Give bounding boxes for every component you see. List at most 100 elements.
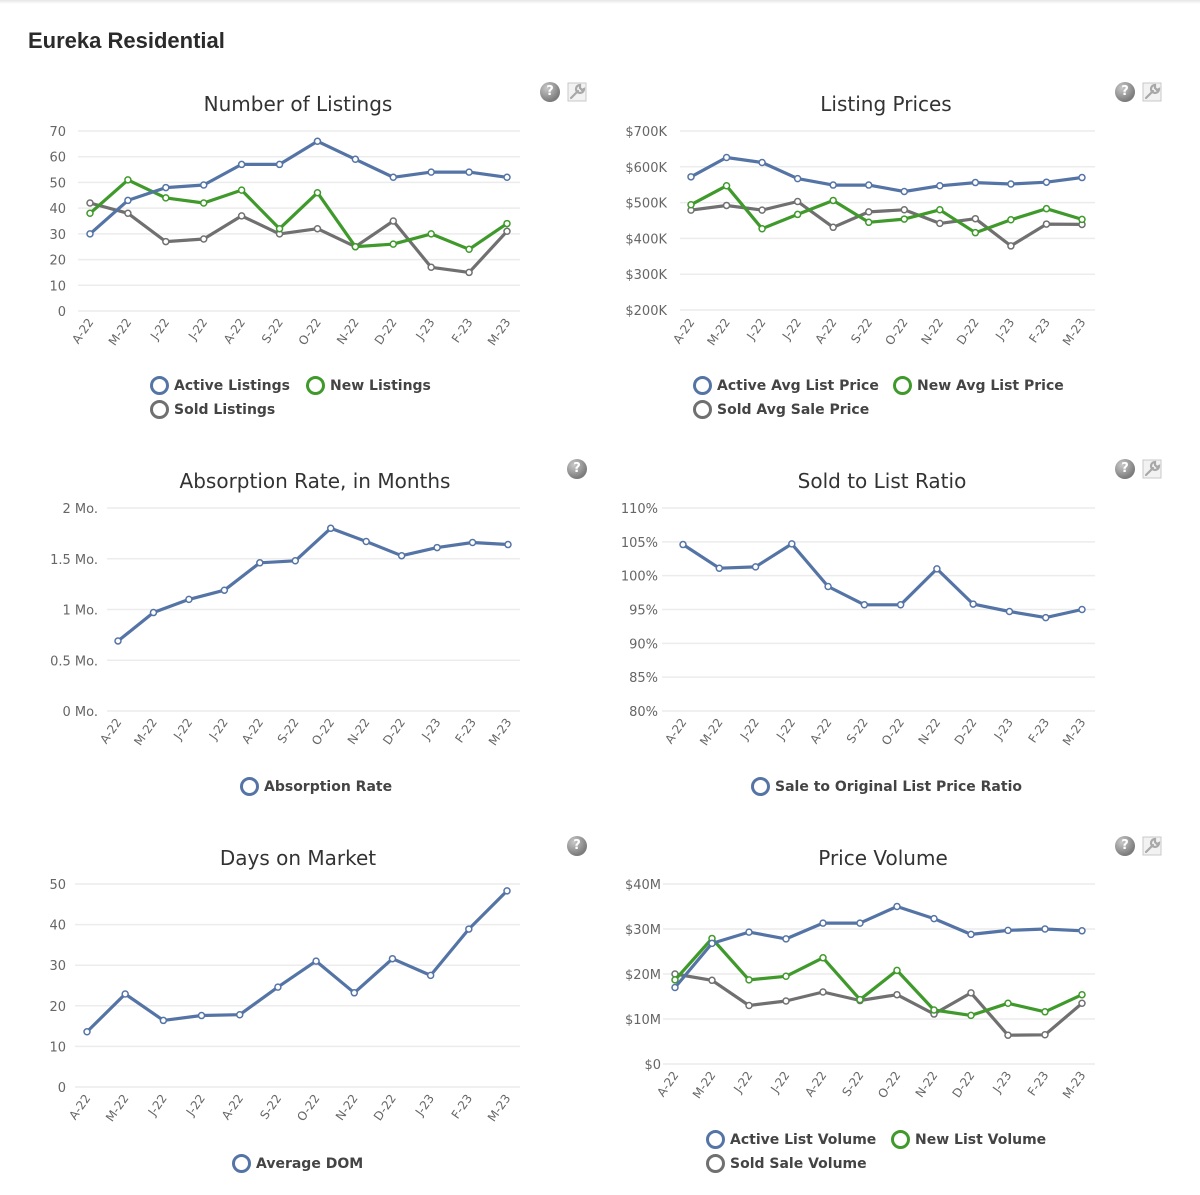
data-point[interactable] xyxy=(426,971,435,980)
data-point[interactable] xyxy=(199,181,208,189)
data-point[interactable] xyxy=(969,600,977,608)
data-point[interactable] xyxy=(829,181,837,189)
data-point[interactable] xyxy=(1078,999,1086,1007)
data-point[interactable] xyxy=(313,224,322,233)
data-point[interactable] xyxy=(1078,605,1086,614)
data-point[interactable] xyxy=(313,188,322,197)
help-icon[interactable]: ? xyxy=(1115,459,1135,479)
legend-item[interactable]: New Avg List Price xyxy=(893,376,1064,395)
data-point[interactable] xyxy=(1007,216,1015,224)
data-point[interactable] xyxy=(237,186,246,194)
data-point[interactable] xyxy=(1078,927,1086,935)
data-point[interactable] xyxy=(900,187,909,196)
legend-item[interactable]: Sold Avg Sale Price xyxy=(693,400,869,419)
data-point[interactable] xyxy=(708,976,716,985)
data-point[interactable] xyxy=(793,174,802,183)
legend-item[interactable]: Active Avg List Price xyxy=(693,376,879,395)
data-point[interactable] xyxy=(388,954,397,963)
help-icon[interactable]: ? xyxy=(540,82,560,102)
data-point[interactable] xyxy=(124,196,132,205)
legend-item[interactable]: New List Volume xyxy=(891,1130,1046,1149)
data-point[interactable] xyxy=(427,263,435,272)
data-point[interactable] xyxy=(1007,180,1015,188)
data-point[interactable] xyxy=(465,245,473,254)
data-point[interactable] xyxy=(291,557,300,565)
data-point[interactable] xyxy=(83,1028,91,1036)
data-point[interactable] xyxy=(162,183,170,192)
data-point[interactable] xyxy=(671,976,679,984)
data-point[interactable] xyxy=(936,182,944,190)
data-point[interactable] xyxy=(1042,178,1051,186)
data-point[interactable] xyxy=(389,240,398,248)
data-point[interactable] xyxy=(819,954,827,962)
data-point[interactable] xyxy=(687,200,695,209)
help-icon[interactable]: ? xyxy=(1115,82,1135,102)
data-point[interactable] xyxy=(1078,173,1086,182)
wrench-icon[interactable] xyxy=(1142,836,1162,856)
data-point[interactable] xyxy=(86,209,94,218)
wrench-icon[interactable] xyxy=(567,82,587,102)
data-point[interactable] xyxy=(312,957,320,965)
data-point[interactable] xyxy=(504,540,512,549)
data-point[interactable] xyxy=(256,559,264,567)
data-point[interactable] xyxy=(350,989,359,997)
data-point[interactable] xyxy=(829,223,837,232)
legend-item[interactable]: Active List Volume xyxy=(706,1130,876,1149)
data-point[interactable] xyxy=(503,227,511,236)
legend-item[interactable]: Sold Sale Volume xyxy=(706,1154,867,1173)
data-point[interactable] xyxy=(967,930,975,939)
data-point[interactable] xyxy=(162,194,170,202)
legend-item[interactable]: Active Listings xyxy=(150,376,290,395)
data-point[interactable] xyxy=(159,1016,168,1025)
data-point[interactable] xyxy=(1042,220,1051,228)
data-point[interactable] xyxy=(1004,926,1012,935)
data-point[interactable] xyxy=(237,212,246,220)
data-point[interactable] xyxy=(751,563,760,571)
data-point[interactable] xyxy=(893,990,901,999)
data-point[interactable] xyxy=(185,595,193,604)
data-point[interactable] xyxy=(1004,999,1012,1007)
data-point[interactable] xyxy=(967,1011,975,1020)
data-point[interactable] xyxy=(856,919,864,927)
data-point[interactable] xyxy=(503,887,511,895)
data-point[interactable] xyxy=(793,197,802,206)
data-point[interactable] xyxy=(745,976,753,984)
data-point[interactable] xyxy=(1042,204,1051,213)
help-icon[interactable]: ? xyxy=(1115,836,1135,856)
data-point[interactable] xyxy=(971,228,980,237)
data-point[interactable] xyxy=(824,582,832,591)
data-point[interactable] xyxy=(199,199,208,207)
data-point[interactable] xyxy=(465,925,473,933)
data-point[interactable] xyxy=(893,902,901,911)
data-point[interactable] xyxy=(199,235,208,243)
data-point[interactable] xyxy=(121,990,129,998)
data-point[interactable] xyxy=(936,219,944,228)
data-point[interactable] xyxy=(468,538,477,547)
data-point[interactable] xyxy=(351,242,360,251)
data-point[interactable] xyxy=(274,983,282,991)
data-point[interactable] xyxy=(124,209,132,218)
data-point[interactable] xyxy=(896,601,905,609)
data-point[interactable] xyxy=(351,155,360,164)
help-icon[interactable]: ? xyxy=(567,836,587,856)
data-point[interactable] xyxy=(930,1006,938,1014)
data-point[interactable] xyxy=(900,206,909,214)
data-point[interactable] xyxy=(149,608,158,617)
data-point[interactable] xyxy=(860,601,869,609)
data-point[interactable] xyxy=(465,168,473,176)
data-point[interactable] xyxy=(829,196,837,205)
data-point[interactable] xyxy=(687,173,695,181)
data-point[interactable] xyxy=(758,206,766,214)
data-point[interactable] xyxy=(275,224,284,233)
data-point[interactable] xyxy=(793,210,802,219)
data-point[interactable] xyxy=(864,181,873,189)
data-point[interactable] xyxy=(971,178,980,187)
data-point[interactable] xyxy=(864,218,873,227)
legend-item[interactable]: Sold Listings xyxy=(150,400,275,419)
data-point[interactable] xyxy=(900,215,909,223)
legend-item[interactable]: Absorption Rate xyxy=(240,777,392,796)
help-icon[interactable]: ? xyxy=(567,459,587,479)
data-point[interactable] xyxy=(758,158,766,167)
data-point[interactable] xyxy=(745,928,753,936)
data-point[interactable] xyxy=(930,914,938,923)
